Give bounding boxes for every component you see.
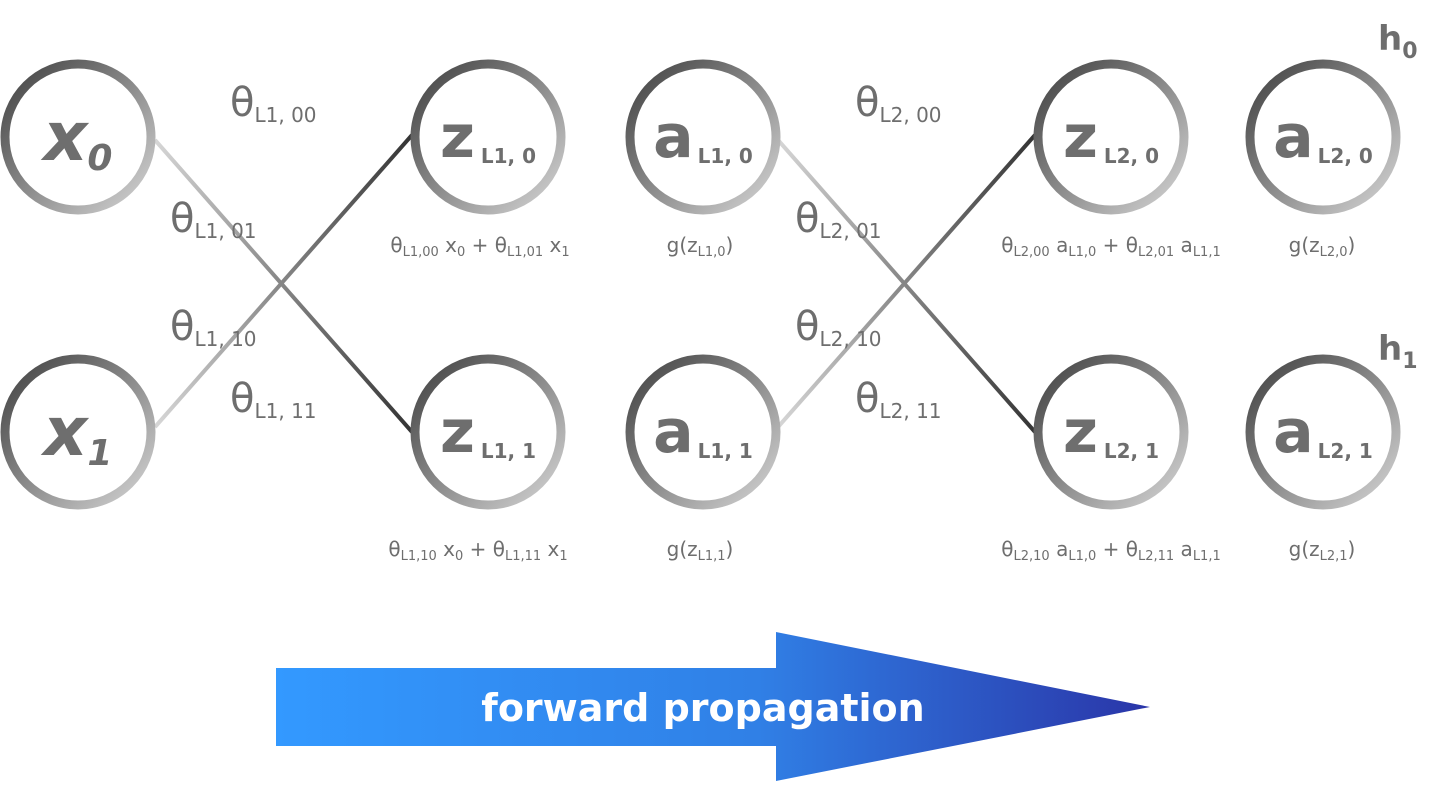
formula-z-l1-0: θL1,00 x0 + θL1,01 x1 bbox=[390, 233, 569, 260]
node-label: a L2, 0 bbox=[1273, 102, 1373, 172]
edge-x1-z-l1-0 bbox=[153, 133, 414, 429]
weight-theta-l1-10: θL1, 10 bbox=[170, 304, 257, 351]
forward-propagation-arrow: forward propagation bbox=[276, 632, 1150, 781]
edge-x0-z-l1-1 bbox=[153, 138, 414, 434]
formulas: θL1,00 x0 + θL1,01 x1 θL1,10 x0 + θL1,11… bbox=[388, 233, 1355, 564]
formula-a-l1-0: g(zL1,0) bbox=[667, 233, 734, 260]
node-label: z L1, 1 bbox=[440, 397, 536, 467]
activation-connectors bbox=[567, 132, 1250, 435]
node-ring bbox=[1245, 59, 1401, 215]
edge-a-l1-0-z-l2-1 bbox=[776, 138, 1037, 434]
node-x0: x0 bbox=[0, 59, 156, 215]
formula-z-l1-1: θL1,10 x0 + θL1,11 x1 bbox=[388, 537, 567, 564]
layer1-edges bbox=[153, 133, 414, 434]
node-ring bbox=[625, 59, 781, 215]
weight-theta-l1-11: θL1, 11 bbox=[230, 376, 317, 423]
formula-a-l2-0: g(zL2,0) bbox=[1289, 233, 1356, 260]
node-z-l2-1: z L2, 1 bbox=[1033, 354, 1189, 510]
weight-labels: θL1, 00 θL1, 01 θL1, 10 θL1, 11 θL2, 00 … bbox=[170, 80, 942, 423]
node-ring bbox=[410, 59, 566, 215]
node-ring bbox=[625, 354, 781, 510]
node-ring bbox=[0, 59, 156, 215]
node-label: a L1, 1 bbox=[653, 397, 753, 467]
node-a-l2-1: a L2, 1 bbox=[1245, 354, 1401, 510]
node-ring bbox=[1245, 354, 1401, 510]
weight-theta-l1-00: θL1, 00 bbox=[230, 80, 317, 127]
arrow-right-icon bbox=[276, 632, 1150, 781]
node-a-l2-0: a L2, 0 bbox=[1245, 59, 1401, 215]
node-a-l1-0: a L1, 0 bbox=[625, 59, 781, 215]
node-a-l1-1: a L1, 1 bbox=[625, 354, 781, 510]
output-label-h1: h1 bbox=[1378, 329, 1418, 374]
weight-theta-l2-10: θL2, 10 bbox=[795, 304, 882, 351]
node-z-l2-0: z L2, 0 bbox=[1033, 59, 1189, 215]
node-ring bbox=[410, 354, 566, 510]
formula-a-l1-1: g(zL1,1) bbox=[667, 537, 734, 564]
node-label: z L1, 0 bbox=[440, 102, 536, 172]
node-label: z L2, 0 bbox=[1063, 102, 1159, 172]
node-z-l1-0: z L1, 0 bbox=[410, 59, 566, 215]
node-z-l1-1: z L1, 1 bbox=[410, 354, 566, 510]
weight-theta-l1-01: θL1, 01 bbox=[170, 196, 257, 243]
node-label: a L2, 1 bbox=[1273, 397, 1373, 467]
node-x1: x1 bbox=[0, 354, 156, 510]
node-label: z L2, 1 bbox=[1063, 397, 1159, 467]
node-label: x0 bbox=[41, 98, 113, 179]
node-label: x1 bbox=[41, 393, 113, 474]
formula-z-l2-1: θL2,10 aL1,0 + θL2,11 aL1,1 bbox=[1001, 537, 1220, 564]
node-ring bbox=[1033, 354, 1189, 510]
node-ring bbox=[1033, 59, 1189, 215]
arrow-label: forward propagation bbox=[481, 686, 924, 730]
weight-theta-l2-11: θL2, 11 bbox=[855, 376, 942, 423]
weight-theta-l2-01: θL2, 01 bbox=[795, 196, 882, 243]
node-label: a L1, 0 bbox=[653, 102, 753, 172]
formula-z-l2-0: θL2,00 aL1,0 + θL2,01 aL1,1 bbox=[1001, 233, 1220, 260]
edge-a-l1-1-z-l2-0 bbox=[776, 133, 1037, 429]
weight-theta-l2-00: θL2, 00 bbox=[855, 80, 942, 127]
node-ring bbox=[0, 354, 156, 510]
output-label-h0: h0 bbox=[1378, 19, 1418, 64]
formula-a-l2-1: g(zL2,1) bbox=[1289, 537, 1356, 564]
layer2-edges bbox=[776, 133, 1037, 434]
